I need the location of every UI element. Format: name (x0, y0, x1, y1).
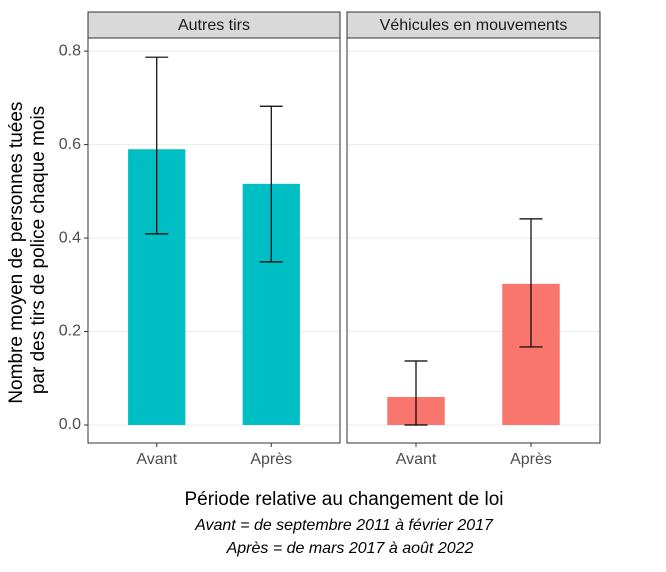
panel-border (346, 37, 601, 444)
strip (87, 11, 341, 39)
strip-label: Autres tirs (178, 17, 250, 34)
error-bar (259, 105, 283, 263)
error-bar (404, 360, 428, 426)
x-tick-label: Après (250, 451, 292, 468)
x-tick-label: Avant (396, 451, 437, 468)
y-axis-title-line: Nombre moyen de personnes tuées (6, 102, 27, 404)
y-tick-label: 0.0 (59, 416, 81, 433)
error-bar (145, 56, 169, 235)
y-tick-label: 0.8 (59, 42, 81, 59)
caption: Avant = de septembre 2011 à février 2017 (194, 517, 494, 534)
strip-label: Véhicules en mouvements (380, 17, 568, 34)
error-bar (519, 218, 543, 348)
x-tick-label: Avant (136, 451, 177, 468)
panel-border (87, 37, 341, 444)
y-axis-title: Nombre moyen de personnes tuées par des … (6, 96, 49, 403)
panel-background (88, 38, 340, 443)
strip (346, 11, 601, 39)
y-tick-label: 0.2 (59, 323, 81, 340)
x-tick-label: Après (510, 451, 552, 468)
x-axis-title: Période relative au changement de loi (185, 489, 504, 510)
caption: Après = de mars 2017 à août 2022 (226, 540, 474, 557)
panel-background (347, 38, 600, 443)
y-tick-label: 0.6 (59, 136, 81, 153)
y-tick-label: 0.4 (59, 229, 81, 246)
y-axis-title-line: par des tirs de police chaque mois (28, 106, 49, 394)
